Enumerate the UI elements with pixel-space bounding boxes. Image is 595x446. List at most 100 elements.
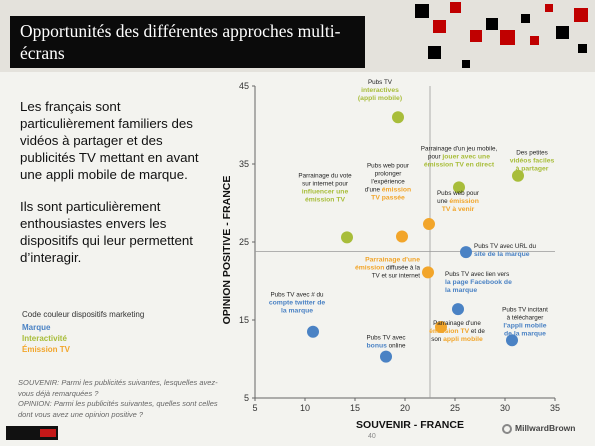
y-axis-title: OPINION POSITIVE - FRANCE <box>221 176 233 325</box>
decor-square <box>574 8 588 22</box>
logo-accent <box>40 429 56 437</box>
x-tick-label: 30 <box>500 403 510 413</box>
data-label-segment: émission TV <box>305 196 346 203</box>
data-point-marque <box>506 334 518 347</box>
data-label-segment: la marque <box>445 287 477 294</box>
data-label-segment: TV et sur internet <box>372 272 421 279</box>
x-tick-label: 5 <box>252 403 257 413</box>
decor-square <box>433 20 446 33</box>
data-label: Pubs TV avec URL du site de la marque <box>474 243 536 258</box>
data-label-segment: Pubs TV avec # du <box>270 292 324 299</box>
data-label-segment: Pubs TV <box>368 79 393 86</box>
data-label-segment: site de la marque <box>474 251 530 258</box>
x-tick-label: 25 <box>450 403 460 413</box>
x-tick-label: 15 <box>350 403 360 413</box>
data-label-segment: Des petites <box>516 150 548 157</box>
data-label-segment: émission <box>449 198 478 205</box>
data-label-segment: à partager <box>516 166 549 173</box>
data-label: Pubs web pour prolonger l'expérience d'une … <box>365 163 411 202</box>
decor-square <box>462 60 470 68</box>
decor-square <box>500 30 515 45</box>
data-label-segment: la page Facebook de <box>445 279 512 286</box>
data-label-segment: une <box>437 198 449 205</box>
data-point-marque <box>307 325 319 338</box>
data-label: Pubs web pour une émission TV à venir <box>437 190 479 213</box>
data-point-marque <box>460 246 472 259</box>
y-tick-label: 5 <box>244 393 249 403</box>
data-label-segment: émission TV <box>429 328 470 335</box>
data-point-emission <box>422 266 434 279</box>
data-label-segment: Parrainage d'une <box>365 256 420 263</box>
data-label: Pubs TV avec bonus online <box>366 335 406 350</box>
data-label-segment: Pubs TV avec <box>366 335 405 342</box>
legend-item-emission: Émission TV <box>22 345 71 354</box>
data-label: Pubs TV interactives (appli mobile) <box>358 79 402 102</box>
data-label-segment: Parrainage d'une <box>433 320 481 327</box>
souvenir-note: SOUVENIR: Parmi les publicités suivantes… <box>18 378 218 398</box>
data-label-segment: sur internet pour <box>302 180 348 187</box>
data-label-segment: appli mobile <box>443 336 483 343</box>
data-label-segment: à télécharger <box>507 314 544 321</box>
data-point-emission <box>423 218 435 231</box>
y-tick-label: 15 <box>239 315 249 325</box>
data-point-interactivite <box>341 231 353 244</box>
logo-text: MillwardBrown <box>515 423 576 433</box>
data-label: Parrainage d'une émission diffusée à la TV… <box>355 256 421 279</box>
decor-square <box>578 44 587 53</box>
data-label-segment: jouer avec une <box>441 153 490 160</box>
data-label-segment: Pubs TV avec lien vers <box>445 271 509 278</box>
data-label-segment: influencer une <box>302 188 349 195</box>
data-label-segment: l'expérience <box>371 179 405 186</box>
legend-item-marque: Marque <box>22 323 51 332</box>
x-axis-title: SOUVENIR - FRANCE <box>356 419 464 431</box>
data-point-emission <box>396 230 408 243</box>
data-point-interactivite <box>392 111 404 124</box>
data-label-segment: Parrainage du vote <box>298 172 352 179</box>
data-label: Des petites vidéos faciles à partager <box>510 150 555 173</box>
legend-item-interactivite: Interactivité <box>22 334 67 343</box>
data-point-marque <box>452 303 464 316</box>
data-label: Pubs TV avec # du compte twitter de la mar… <box>269 292 325 315</box>
data-point-emission <box>435 321 447 334</box>
data-point-marque <box>380 350 392 363</box>
data-label-segment: Parrainage d'un jeu mobile, <box>421 145 498 152</box>
data-label: Pubs TV avec lien vers la page Facebook d… <box>445 271 512 294</box>
decor-square <box>450 2 461 13</box>
data-label-segment: pour <box>428 153 442 160</box>
page-title: Opportunités des différentes approches m… <box>10 16 365 68</box>
data-label-segment: vidéos faciles <box>510 158 555 165</box>
data-label-segment: d'une <box>365 187 382 194</box>
data-label-segment: bonus <box>367 343 388 350</box>
decor-square <box>470 30 482 42</box>
data-label-segment: émission TV en direct <box>424 161 495 168</box>
data-label-segment: Pubs TV avec URL du <box>474 243 536 250</box>
y-tick-label: 35 <box>239 159 249 169</box>
x-tick-label: 20 <box>400 403 410 413</box>
data-label-segment: Pubs TV incitant <box>502 306 548 313</box>
question-notes: SOUVENIR: Parmi les publicités suivantes… <box>18 378 218 420</box>
insight-paragraph-2: Ils sont particulièrement enthousiastes … <box>20 199 193 265</box>
decor-square <box>556 26 569 39</box>
insight-paragraph-1: Les français sont particulièrement famil… <box>20 99 199 182</box>
data-label-segment: Pubs web pour <box>437 190 479 197</box>
y-tick-label: 45 <box>239 81 249 91</box>
data-label-segment: et de <box>469 328 485 335</box>
data-label-segment: l'appli mobile <box>503 322 546 329</box>
decor-square <box>521 14 530 23</box>
data-point-interactivite <box>512 169 524 182</box>
data-label: Parrainage d'un jeu mobile, pour jouer av… <box>421 145 498 168</box>
decor-square <box>428 46 441 59</box>
data-label-segment: compte twitter de <box>269 300 325 307</box>
data-label-segment: TV passée <box>371 195 405 202</box>
data-label-segment: interactives <box>361 87 399 94</box>
data-label-segment: émission <box>355 264 384 271</box>
data-label-segment: émission <box>382 187 411 194</box>
decor-square <box>486 18 498 30</box>
opinion-note: OPINION: Parmi les publicités suivantes,… <box>18 399 218 419</box>
x-tick-label: 35 <box>550 403 560 413</box>
decor-square <box>530 36 539 45</box>
data-label-segment: diffusée à la <box>384 264 420 271</box>
x-tick-label: 10 <box>300 403 310 413</box>
millward-brown-logo: MillwardBrown <box>502 423 575 434</box>
